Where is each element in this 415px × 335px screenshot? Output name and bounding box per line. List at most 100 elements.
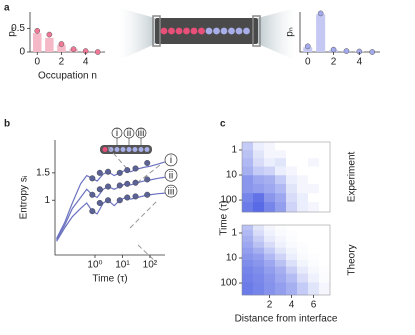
x-tick-label: 0 xyxy=(34,57,40,68)
heat-cell xyxy=(253,266,265,275)
series-label-ring xyxy=(164,184,178,198)
heat-cell xyxy=(242,230,254,237)
heat-cell xyxy=(319,142,331,151)
heat-cell xyxy=(264,230,276,237)
bar xyxy=(303,47,313,52)
heat-cell xyxy=(264,235,276,243)
heat-cell xyxy=(253,158,265,167)
heat-cell xyxy=(275,158,287,167)
heat-cell xyxy=(253,273,265,283)
x-tick-label: 6 xyxy=(311,300,317,311)
bar xyxy=(33,33,42,52)
heat-cell xyxy=(264,184,276,194)
heat-cell xyxy=(242,158,254,167)
heat-cell xyxy=(264,158,276,167)
heat-cell xyxy=(275,184,287,194)
heat-cell xyxy=(286,166,298,176)
marker xyxy=(116,197,123,204)
heat-cell xyxy=(242,150,254,159)
heat-cell xyxy=(319,235,331,243)
heat-cell xyxy=(253,150,265,159)
heat-cell xyxy=(308,166,320,176)
y-axis-label: pₙ xyxy=(7,27,18,37)
heat-cell xyxy=(275,142,287,151)
y-tick-label: 1 xyxy=(231,145,237,156)
heat-cell xyxy=(286,225,298,231)
heat-cell xyxy=(297,282,309,296)
heat-cell xyxy=(253,193,265,203)
marker xyxy=(144,191,151,198)
point xyxy=(317,10,324,17)
heat-cell xyxy=(264,247,276,254)
heat-cell xyxy=(286,184,298,194)
heat-cell xyxy=(319,150,331,159)
marker xyxy=(105,168,112,175)
heat-cell xyxy=(253,184,265,194)
series-label: i xyxy=(170,155,172,166)
heat-cell xyxy=(319,230,331,237)
heat-cell xyxy=(286,230,298,237)
heat-cell xyxy=(253,166,265,176)
heat-cell xyxy=(275,166,287,176)
chain-icon: i ii iii xyxy=(100,127,152,154)
series-label-ring xyxy=(164,153,178,167)
heat-cell xyxy=(297,266,309,275)
heat-cell xyxy=(297,225,309,231)
marker xyxy=(89,175,96,182)
heat-cell xyxy=(286,266,298,275)
side-label: Theory xyxy=(347,244,358,275)
heat-cell xyxy=(242,266,254,275)
marker xyxy=(96,186,103,193)
chain-diagram xyxy=(120,8,295,60)
bar xyxy=(316,14,326,52)
y-axis-label: Entropy sᵢ xyxy=(19,175,30,219)
heat-cell xyxy=(319,247,331,254)
axes xyxy=(54,140,165,256)
x-axis-label: Time (τ) xyxy=(92,274,127,285)
heat-cell xyxy=(319,273,331,283)
heat-cell xyxy=(253,253,265,261)
heat-cell xyxy=(286,150,298,159)
heat-cell xyxy=(308,184,320,194)
x-tick-label: 4 xyxy=(83,57,89,68)
heat-cell xyxy=(286,142,298,151)
heat-cell xyxy=(319,202,331,213)
point xyxy=(369,49,376,55)
marker xyxy=(116,182,123,189)
heat-cell xyxy=(297,158,309,167)
panel-label: a xyxy=(4,3,10,14)
heat-cell xyxy=(275,247,287,254)
bar xyxy=(57,44,66,52)
heat-cell xyxy=(242,225,254,231)
y-tick-label: 100 xyxy=(220,195,237,206)
guide-lines xyxy=(107,146,161,263)
heat-cell xyxy=(264,241,276,249)
heat-cell xyxy=(308,266,320,275)
x-axis-label: Occupation n xyxy=(38,71,97,82)
marker xyxy=(144,159,151,166)
point xyxy=(343,48,350,54)
y-tick-label: 10 xyxy=(226,253,238,264)
heat-cell xyxy=(319,282,331,296)
heat-cell xyxy=(286,241,298,249)
x-tick-label: 4 xyxy=(289,300,295,311)
bar xyxy=(45,37,54,52)
heat-cell xyxy=(253,202,265,213)
heat-cell xyxy=(308,253,320,261)
heat-cell xyxy=(286,235,298,243)
heat-cell xyxy=(319,266,331,275)
heat-cell xyxy=(242,273,254,283)
heat-cell xyxy=(286,273,298,283)
frame xyxy=(241,224,331,296)
heat-cell xyxy=(308,202,320,213)
marker xyxy=(89,208,96,215)
heat-cell xyxy=(253,260,265,267)
heat-cell xyxy=(275,235,287,243)
heat-cell xyxy=(319,184,331,194)
marker xyxy=(105,197,112,204)
heat-cell xyxy=(297,202,309,213)
heat-cell xyxy=(275,202,287,213)
heat-cell xyxy=(286,253,298,261)
heat-cell xyxy=(308,193,320,203)
point xyxy=(46,31,53,38)
